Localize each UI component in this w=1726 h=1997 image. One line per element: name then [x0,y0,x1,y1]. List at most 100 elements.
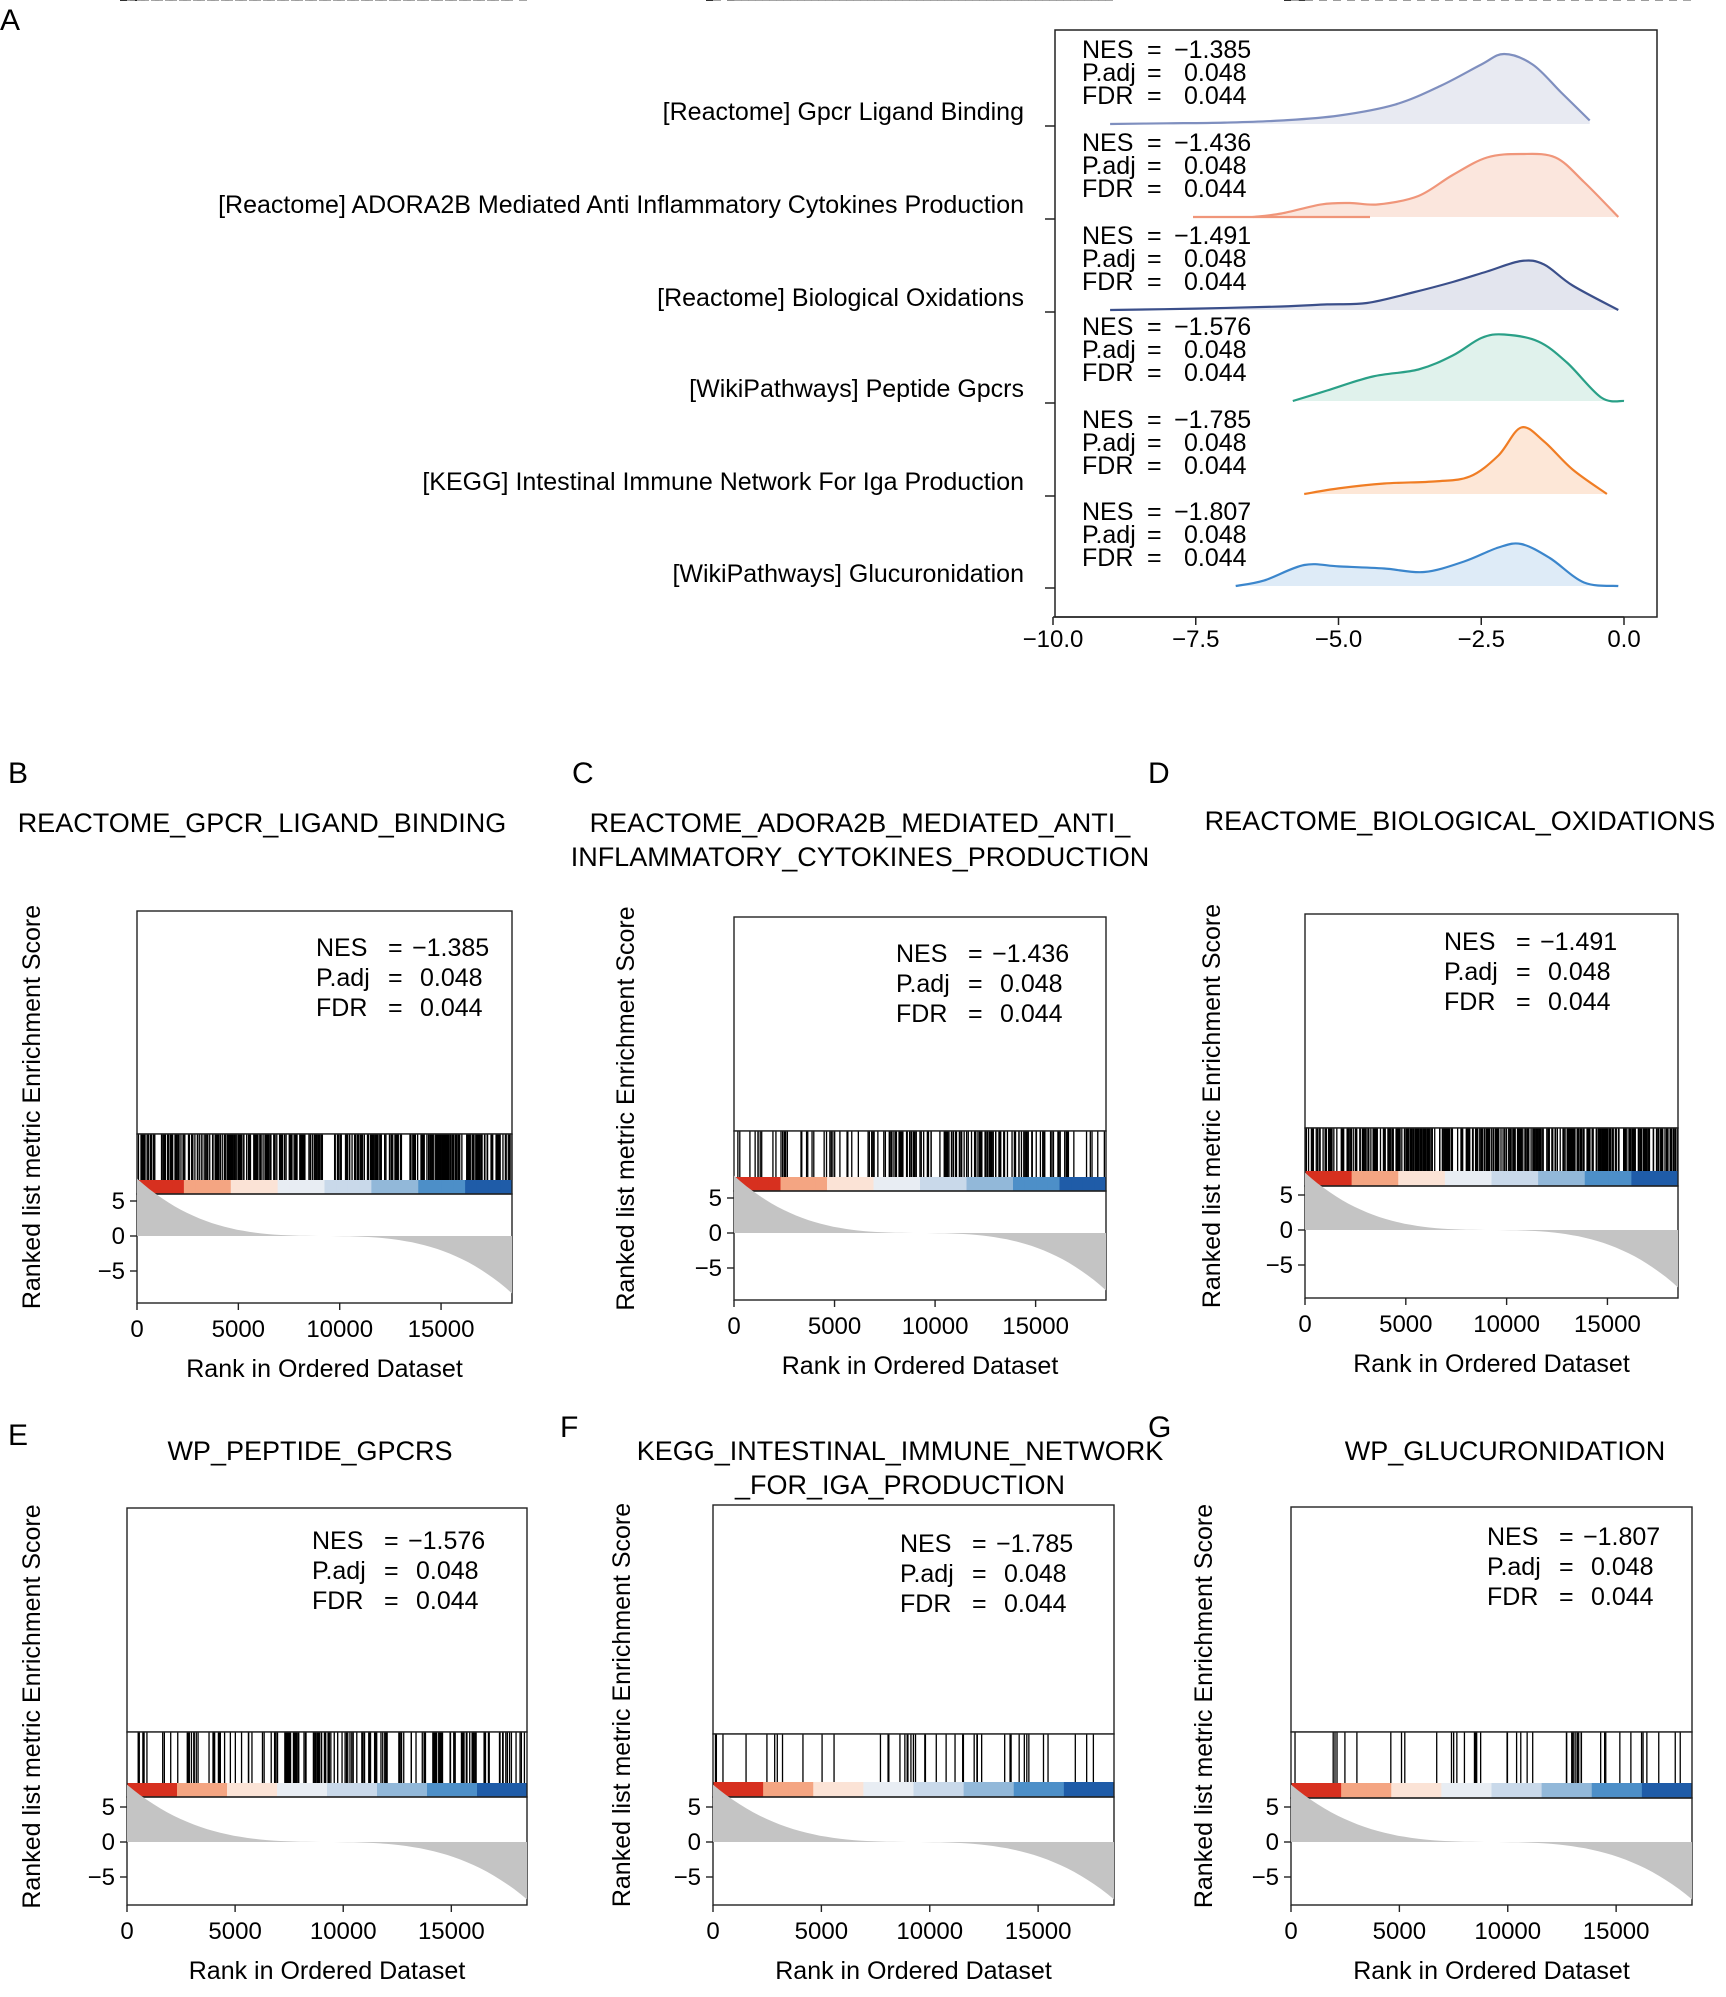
ridge-category-label: [Reactome] ADORA2B Mediated Anti Inflamm… [218,191,1024,219]
rank-heat-segment [827,1177,840,1191]
rank-heat-segment [1573,1171,1586,1186]
ridge-density-line [1235,542,1619,588]
rank-heat-segment [1491,1171,1504,1186]
nes-value: −1.807 [1583,1523,1660,1551]
panel-title: REACTOME_GPCR_LIGAND_BINDING [18,808,507,838]
metric-tick-label: 0 [1266,1829,1279,1856]
y-axis-label: Ranked list metric Enrichment Score [1190,1504,1218,1908]
panel-g-gsea: GWP_GLUCURONIDATION0.0−0.2−0.4−0.6NES=−1… [1148,0,1693,1985]
x-tick-label: 0 [1284,1918,1297,1945]
x-tick-label: 5000 [212,1316,265,1343]
rank-heat-segment [1328,1171,1341,1186]
eq-sign: = [1147,175,1162,203]
metric-tick-label: 5 [688,1794,701,1821]
rank-heat-segment [1456,1171,1469,1186]
nes-value: −1.785 [996,1530,1073,1558]
y-axis-label: Ranked list metric Enrichment Score [608,1503,636,1907]
rank-heat-segment [738,1782,752,1797]
y-tick-label: −0.3 [78,0,125,6]
ridge-stats: NES = −1.807 P.adj = 0.048 FDR = 0.044 [1082,498,1251,572]
x-tick-label: 5000 [208,1918,261,1945]
rank-heat-segment [339,1783,353,1797]
rank-heat-segment [336,1180,349,1194]
padj-value: 0.048 [1184,152,1247,180]
padj-value: 0.048 [1184,59,1247,87]
x-tick-label: 0 [120,1918,133,1945]
eq-sign: = [1147,406,1162,434]
rank-heat-segment [1654,1171,1667,1186]
fdr-label: FDR [1082,359,1133,387]
rank-heat-segment [1363,1171,1376,1186]
y-tick-label: −0.2 [675,0,722,6]
metric-tick-label: −5 [1266,1252,1293,1279]
x-tick-label: 5000 [1379,1311,1432,1338]
rank-heat-segment [1047,1177,1060,1191]
rank-heat-segment [1538,1171,1551,1186]
metric-tick-label: 0 [709,1220,722,1247]
fdr-label: FDR [900,1590,951,1618]
rank-heat-segment [239,1783,253,1797]
x-axis-label: Rank in Ordered Dataset [1353,1350,1630,1378]
panel-d-gsea: DREACTOME_BIOLOGICAL_OXIDATIONS0.0−0.2−0… [1148,0,1715,1378]
panel-e-gsea: E WP_PEPTIDE_GPCRS 0.0−0.2−0.4−0.6 NES = −1.5… [8,0,528,1985]
rank-heat-segment [502,1783,515,1797]
rank-heat-segment [1101,1782,1115,1797]
x-tick-label: 5000 [795,1918,848,1945]
ridge-density-fill [1235,543,1619,586]
rank-heat-segment [1616,1783,1630,1798]
nes-label: NES [1082,36,1133,64]
rank-heat-segment [920,1177,933,1191]
x-tick-label: 15000 [408,1316,475,1343]
rank-heat-segment [1409,1171,1423,1186]
rank-heat-segment [1679,1783,1693,1798]
nes-label: NES [312,1527,363,1555]
eq-sign: = [1559,1583,1574,1611]
eq-sign: = [968,1000,983,1028]
rank-heat-segment [488,1180,501,1194]
eq-sign: = [1559,1553,1574,1581]
rank-heat-segment [352,1783,365,1797]
rank-heat-segment [768,1177,781,1191]
metric-tick-label: 0 [112,1223,125,1250]
eq-sign: = [1147,36,1162,64]
eq-sign: = [1147,521,1162,549]
fdr-value: 0.044 [1548,988,1611,1016]
rank-heat-segment [183,1180,197,1194]
padj-value: 0.048 [1184,521,1247,549]
panel-letter-d: D [1148,757,1170,790]
x-tick-label: 5000 [808,1313,861,1340]
ridge-series: [WikiPathways] Peptide Gpcrs NES = −1.576 P.… [689,313,1625,404]
rank-heat-segment [976,1782,990,1797]
y-tick-label: 0.0 [1246,0,1279,6]
ridge-category-label: [Reactome] Gpcr Ligand Binding [663,98,1024,126]
fdr-label: FDR [896,1000,947,1028]
rank-heat-segment [1441,1783,1455,1798]
rank-heat-segment [1374,1171,1388,1186]
rank-heat-segment [324,1180,337,1194]
eq-sign: = [1147,498,1162,526]
ranked-metric-area [1291,1784,1692,1900]
ridge-density-fill [1304,427,1607,494]
padj-value: 0.048 [1184,245,1247,273]
rank-heat-segment [1026,1782,1040,1797]
padj-label: P.adj [1444,958,1498,986]
rank-heat-segment [1059,1177,1072,1191]
padj-label: P.adj [1082,245,1136,273]
ridge-density-line [1110,52,1591,126]
nes-label: NES [900,1530,951,1558]
padj-label: P.adj [1082,521,1136,549]
metric-tick-label: −5 [88,1864,115,1891]
rank-heat-segment [389,1783,403,1797]
y-tick-label: −0.4 [654,0,701,6]
gsea-stats: NES = −1.385 P.adj = 0.048 FDR = 0.044 [316,934,489,1022]
eq-sign: = [1147,268,1162,296]
rank-heat-segment [951,1782,965,1797]
rank-heat-segment [750,1782,764,1797]
nes-value: −1.436 [992,940,1069,968]
rank-heat-segment [1001,1177,1014,1191]
rank-heat-segment [230,1180,243,1194]
ridge-series: [KEGG] Intestinal Immune Network For Iga… [422,406,1608,497]
padj-label: P.adj [1082,152,1136,180]
y-tick-label: −0.2 [68,0,115,6]
